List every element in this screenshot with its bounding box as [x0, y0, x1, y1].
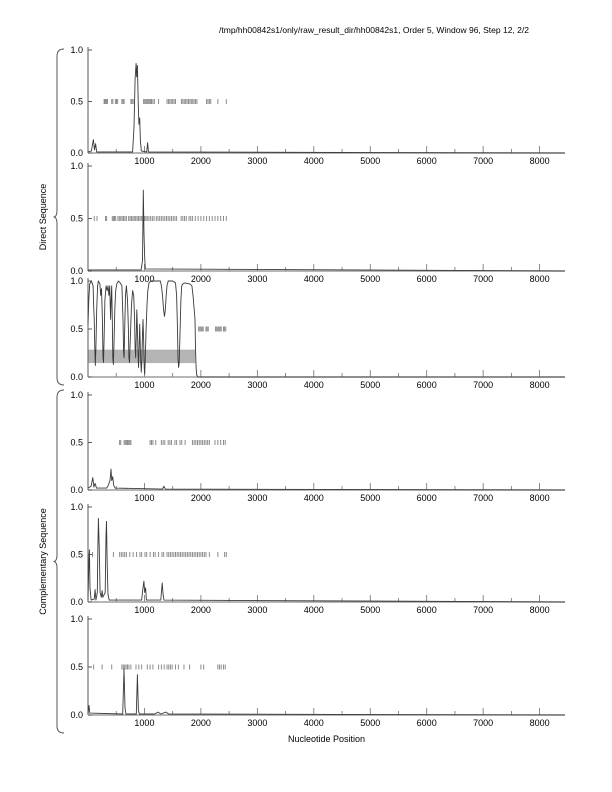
x-tick-label: 2000 [191, 156, 211, 166]
signal-line [87, 280, 565, 378]
x-tick-label: 8000 [530, 380, 550, 390]
x-tick-label: 2000 [191, 274, 211, 284]
x-tick-label: 6000 [417, 274, 437, 284]
y-tick-label: 0.5 [70, 662, 83, 672]
y-tick-label: 0.0 [70, 485, 83, 495]
x-tick-label: 6000 [417, 493, 437, 503]
x-tick-label: 3000 [247, 380, 267, 390]
x-tick-label: 7000 [473, 274, 493, 284]
group-braces: Direct Sequence Complementary Sequence [38, 48, 65, 734]
y-tick-label: 0.5 [70, 214, 83, 224]
x-tick-label: 8000 [530, 718, 550, 728]
panel-direct-2: 0.0 0.5 1.0 1000 2000 3000 4000 5000 6000 7000 800… [70, 161, 566, 284]
x-tick-label: 8000 [530, 274, 550, 284]
y-tick-label: 1.0 [70, 390, 83, 400]
y-tick-label: 1.0 [70, 161, 83, 171]
panel-complementary-2: 0.0 0.5 1.0 1000 2000 3000 4000 5000 6000 7000 800… [70, 502, 566, 615]
x-tick-label: 3000 [247, 718, 267, 728]
y-tick-label: 0.5 [70, 438, 83, 448]
x-tick-label: 1000 [134, 605, 154, 615]
group-label-direct: Direct Sequence [38, 184, 48, 251]
signal-line [87, 517, 566, 603]
y-tick-label: 0.5 [70, 550, 83, 560]
x-tick-label: 7000 [473, 493, 493, 503]
site-marks [93, 216, 227, 221]
x-tick-label: 1000 [134, 493, 154, 503]
x-tick-label: 8000 [530, 156, 550, 166]
site-marks [103, 99, 227, 104]
x-tick-label: 5000 [360, 493, 380, 503]
x-tick-label: 2000 [191, 493, 211, 503]
y-tick-label: 1.0 [70, 45, 83, 55]
x-tick-label: 5000 [360, 274, 380, 284]
x-tick-label: 2000 [191, 605, 211, 615]
y-tick-label: 0.0 [70, 372, 83, 382]
x-tick-label: 6000 [417, 380, 437, 390]
y-tick-label: 1.0 [70, 276, 83, 286]
signal-line [87, 668, 566, 716]
signal-line [87, 62, 566, 154]
y-tick-label: 1.0 [70, 502, 83, 512]
x-tick-label: 2000 [191, 380, 211, 390]
x-tick-label: 4000 [304, 156, 324, 166]
x-tick-label: 3000 [247, 605, 267, 615]
x-tick-label: 7000 [473, 380, 493, 390]
panel-complementary-3: 0.0 0.5 1.0 1000 2000 3000 4000 5000 6000 7000 800… [70, 614, 566, 728]
panel-direct-1: 0.0 0.5 1.0 1000 2000 3000 4000 5000 6000 7000 800… [70, 45, 566, 166]
x-tick-label: 4000 [304, 718, 324, 728]
x-tick-label: 2000 [191, 718, 211, 728]
panels-group: 0.0 0.5 1.0 1000 2000 3000 4000 5000 6000 7000 800… [70, 45, 566, 728]
y-tick-label: 0.0 [70, 710, 83, 720]
site-marks [92, 552, 227, 557]
x-tick-label: 1000 [134, 274, 154, 284]
y-tick-label: 0.5 [70, 324, 83, 334]
site-marks [93, 664, 226, 670]
x-tick-label: 7000 [473, 156, 493, 166]
x-tick-label: 5000 [360, 718, 380, 728]
x-tick-label: 4000 [304, 380, 324, 390]
x-tick-label: 4000 [304, 274, 324, 284]
x-tick-label: 1000 [134, 380, 154, 390]
group-label-complementary: Complementary Sequence [38, 508, 48, 615]
x-tick-label: 7000 [473, 718, 493, 728]
x-tick-label: 1000 [134, 718, 154, 728]
x-tick-label: 4000 [304, 493, 324, 503]
x-tick-label: 8000 [530, 605, 550, 615]
x-tick-label: 6000 [417, 156, 437, 166]
x-tick-label: 7000 [473, 605, 493, 615]
y-tick-label: 0.0 [70, 597, 83, 607]
x-tick-label: 4000 [304, 605, 324, 615]
panel-direct-3: 0.0 0.5 1.0 1000 2000 3000 4000 5000 6000 7000 800… [70, 276, 565, 390]
y-tick-label: 0.5 [70, 97, 83, 107]
x-tick-label: 5000 [360, 156, 380, 166]
group-brace [53, 48, 65, 386]
x-tick-label: 3000 [247, 156, 267, 166]
x-tick-label: 3000 [247, 274, 267, 284]
site-marks [119, 440, 226, 445]
x-tick-label: 1000 [134, 156, 154, 166]
x-tick-label: 6000 [417, 605, 437, 615]
site-marks [198, 326, 227, 332]
x-tick-label: 5000 [360, 380, 380, 390]
x-tick-label: 8000 [530, 493, 550, 503]
signal-line [88, 189, 566, 272]
x-tick-label: 3000 [247, 493, 267, 503]
x-tick-label: 6000 [417, 718, 437, 728]
y-tick-label: 1.0 [70, 614, 83, 624]
y-tick-label: 0.0 [70, 148, 83, 158]
x-axis-label: Nucleotide Position [288, 734, 365, 744]
figure-title: /tmp/hh00842s1/only/raw_result_dir/hh008… [219, 25, 529, 35]
x-tick-label: 5000 [360, 605, 380, 615]
signal-line [87, 468, 566, 491]
panel-complementary-1: 0.0 0.5 1.0 1000 2000 3000 4000 5000 6000 7000 800… [70, 390, 566, 503]
y-tick-label: 0.0 [70, 266, 83, 276]
group-brace [53, 389, 65, 734]
